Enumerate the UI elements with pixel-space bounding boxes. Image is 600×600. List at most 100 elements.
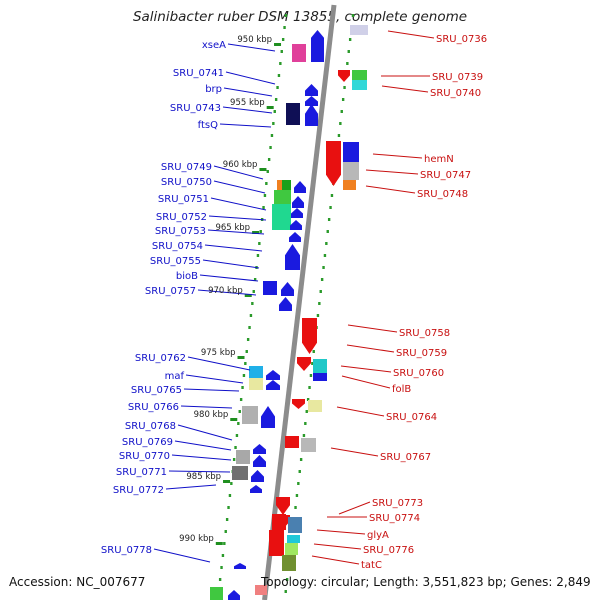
track-dot-right bbox=[312, 350, 315, 353]
gene-block bbox=[292, 44, 306, 62]
track-dot-left bbox=[241, 386, 244, 389]
gene-block bbox=[301, 438, 316, 452]
gene-block bbox=[343, 142, 359, 162]
track-dot-right bbox=[311, 362, 314, 365]
leader-line bbox=[346, 344, 395, 353]
leader-line bbox=[180, 405, 233, 409]
gene-label-right: tatC bbox=[361, 560, 382, 571]
track-dot-left bbox=[237, 422, 240, 425]
gene-label-left: bioB bbox=[176, 271, 198, 282]
leader-line bbox=[208, 215, 267, 221]
leader-line bbox=[210, 197, 267, 211]
track-dot-left bbox=[283, 26, 286, 29]
tick-mark bbox=[274, 43, 282, 46]
track-dot-left bbox=[277, 74, 281, 77]
leader-line bbox=[197, 289, 257, 296]
track-dot-right bbox=[341, 98, 345, 101]
gene-label-left: SRU_0751 bbox=[158, 194, 209, 205]
gene-label-left: SRU_0743 bbox=[170, 103, 221, 114]
gene-label-right: SRU_0764 bbox=[386, 412, 437, 423]
track-dot-right bbox=[319, 290, 322, 293]
leader-line bbox=[168, 470, 231, 473]
tick-mark bbox=[266, 106, 274, 109]
gene-label-right: hemN bbox=[424, 154, 454, 165]
leader-line bbox=[153, 548, 211, 563]
track-dot-left bbox=[265, 182, 268, 185]
track-dot-right bbox=[302, 434, 306, 437]
leader-line bbox=[199, 274, 259, 282]
topology-text: Topology: circular; Length: 3,551,823 bp… bbox=[261, 575, 591, 589]
gene-label-right: SRU_0747 bbox=[420, 170, 471, 181]
track-dot-left bbox=[249, 314, 253, 317]
leader-line bbox=[202, 259, 260, 269]
gene-label-left: SRU_0757 bbox=[145, 286, 196, 297]
track-dot-right bbox=[322, 266, 325, 269]
gene-block bbox=[352, 80, 367, 90]
gene-label-left: SRU_0752 bbox=[156, 212, 207, 223]
gene-arrow bbox=[338, 70, 350, 82]
gene-block bbox=[272, 514, 286, 530]
track-dot-left bbox=[276, 86, 279, 89]
track-dot-left bbox=[224, 530, 227, 533]
gene-block bbox=[282, 180, 291, 190]
tick-mark bbox=[252, 231, 260, 234]
tick-label: 985 kbp bbox=[186, 472, 221, 482]
track-dot-right bbox=[337, 134, 341, 137]
track-dot-left bbox=[248, 326, 251, 329]
gene-block bbox=[282, 555, 296, 571]
track-dot-left bbox=[220, 566, 223, 569]
track-dot-left bbox=[251, 302, 254, 305]
gene-label-right: glyA bbox=[367, 530, 389, 541]
gene-arrow bbox=[305, 84, 318, 96]
track-dot-right bbox=[318, 302, 321, 305]
gene-arrow bbox=[261, 406, 275, 428]
track-dot-right bbox=[304, 422, 307, 425]
leader-line bbox=[183, 388, 240, 392]
tick-label: 965 kbp bbox=[215, 223, 250, 233]
gene-block bbox=[285, 543, 298, 555]
track-dot-right bbox=[329, 206, 332, 209]
leader-line bbox=[330, 447, 379, 457]
tick-label: 950 kbp bbox=[237, 35, 272, 45]
gene-label-right: SRU_0739 bbox=[432, 72, 483, 83]
gene-arrow bbox=[326, 141, 341, 186]
track-dot-right bbox=[347, 50, 350, 53]
gene-arrow bbox=[234, 563, 246, 569]
track-dot-left bbox=[232, 458, 236, 461]
gene-arrow bbox=[281, 282, 294, 296]
gene-label-right: SRU_0773 bbox=[372, 498, 423, 509]
track-dot-right bbox=[325, 242, 328, 245]
track-dot-right bbox=[348, 38, 352, 41]
track-dot-right bbox=[326, 230, 329, 233]
track-dot-left bbox=[280, 50, 283, 53]
track-dot-right bbox=[343, 86, 346, 89]
track-dot-left bbox=[246, 338, 250, 341]
gene-block bbox=[313, 373, 327, 381]
gene-block bbox=[242, 406, 258, 424]
gene-block bbox=[249, 378, 263, 390]
gene-label-right: SRU_0767 bbox=[380, 452, 431, 463]
track-dot-left bbox=[218, 578, 222, 581]
leader-line bbox=[227, 43, 276, 52]
gene-arrow bbox=[305, 104, 318, 126]
gene-arrow bbox=[289, 232, 301, 242]
gene-label-left: SRU_0771 bbox=[116, 467, 167, 478]
leader-line bbox=[222, 106, 273, 114]
gene-label-left: SRU_0770 bbox=[119, 451, 170, 462]
gene-label-left: maf bbox=[165, 371, 185, 382]
gene-label-left: SRU_0754 bbox=[152, 241, 203, 252]
track-dot-left bbox=[274, 98, 278, 101]
chromosome-axis bbox=[262, 4, 337, 600]
gene-block bbox=[343, 180, 356, 190]
leader-line bbox=[225, 71, 276, 85]
gene-label-right: SRU_0748 bbox=[417, 189, 468, 200]
gene-block bbox=[286, 103, 300, 125]
track-dot-left bbox=[230, 482, 233, 485]
gene-label-left: SRU_0749 bbox=[161, 162, 212, 173]
track-dot-left bbox=[270, 134, 274, 137]
leader-line bbox=[311, 555, 360, 565]
track-dot-left bbox=[242, 374, 246, 377]
gene-block bbox=[352, 70, 367, 80]
track-dot-right bbox=[351, 14, 355, 17]
